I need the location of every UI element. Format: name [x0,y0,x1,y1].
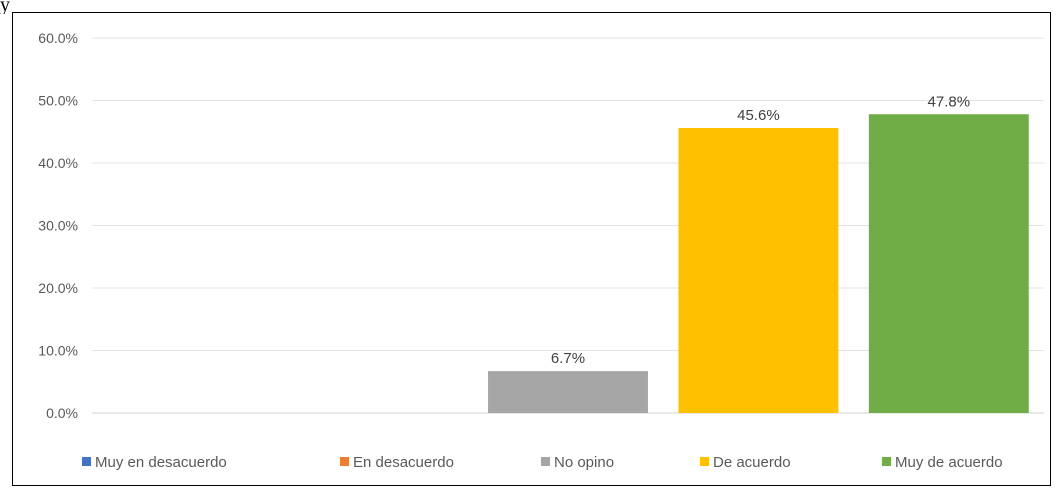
legend-swatch [882,457,891,466]
legend-item: Muy de acuerdo [882,454,1003,471]
cropped-text-fragment: y [0,0,1063,14]
bars [488,114,1029,413]
data-label: 6.7% [551,350,585,367]
data-label: 47.8% [928,93,971,110]
legend-label: En desacuerdo [353,454,454,471]
legend-item: En desacuerdo [340,454,454,471]
y-tick-label: 20.0% [38,280,78,296]
bar-muy-de-acuerdo [868,114,1029,413]
legend-label: Muy de acuerdo [895,454,1003,471]
legend-label: No opino [554,454,614,471]
legend-swatch [541,457,550,466]
y-tick-label: 50.0% [38,93,78,109]
legend-swatch [340,457,349,466]
y-tick-label: 30.0% [38,218,78,234]
y-tick-label: 0.0% [46,405,78,421]
y-axis: 0.0% 10.0% 20.0% 30.0% 40.0% 50.0% 60.0% [38,30,78,421]
legend: Muy en desacuerdo En desacuerdo No opino De… [82,454,1003,471]
legend-item: Muy en desacuerdo [82,454,227,471]
y-tick-label: 60.0% [38,30,78,46]
bar-no-opino [488,371,648,413]
y-tick-label: 40.0% [38,155,78,171]
bar-de-acuerdo [678,128,839,413]
legend-label: Muy en desacuerdo [95,454,227,471]
legend-swatch [82,457,91,466]
data-labels: 6.7% 45.6% 47.8% [551,93,970,367]
legend-item: De acuerdo [700,454,791,471]
data-label: 45.6% [737,107,780,124]
cropped-text: y [0,0,10,14]
legend-label: De acuerdo [713,454,791,471]
legend-item: No opino [541,454,614,471]
legend-swatch [700,457,709,466]
y-tick-label: 10.0% [38,343,78,359]
